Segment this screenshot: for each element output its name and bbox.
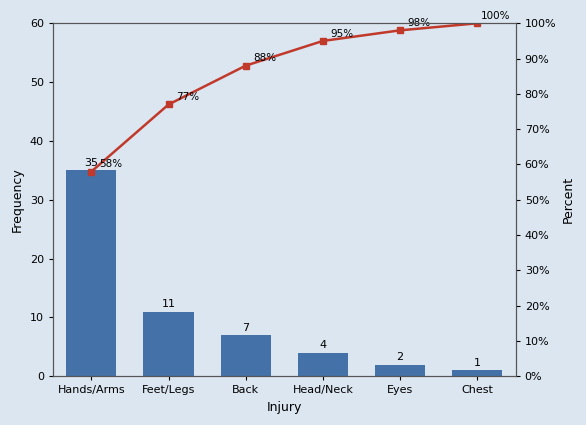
Text: 95%: 95% (331, 28, 354, 39)
Bar (144, 312, 193, 376)
Text: 35: 35 (84, 158, 98, 168)
Bar (375, 365, 425, 376)
Bar (220, 335, 271, 376)
Text: 2: 2 (396, 352, 404, 362)
Y-axis label: Percent: Percent (562, 176, 575, 224)
Text: 98%: 98% (408, 18, 431, 28)
Bar (66, 170, 117, 376)
Y-axis label: Frequency: Frequency (11, 167, 24, 232)
Text: 7: 7 (242, 323, 249, 333)
Text: 100%: 100% (481, 11, 510, 21)
Text: 77%: 77% (176, 92, 199, 102)
Text: 11: 11 (162, 299, 176, 309)
Text: 4: 4 (319, 340, 326, 351)
Bar (298, 353, 348, 376)
X-axis label: Injury: Injury (267, 401, 302, 414)
Text: 88%: 88% (253, 53, 277, 63)
Text: 58%: 58% (99, 159, 122, 169)
Text: 1: 1 (473, 358, 481, 368)
Bar (452, 371, 502, 376)
